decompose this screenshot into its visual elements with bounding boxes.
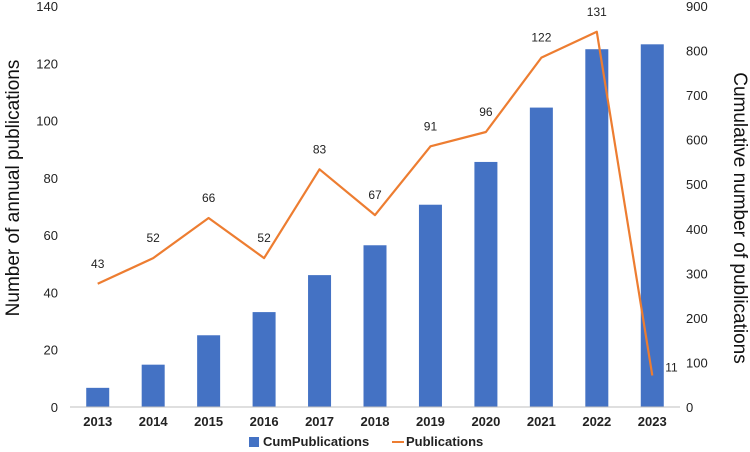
- x-tick-label: 2016: [250, 414, 279, 429]
- data-label-publications: 96: [479, 105, 493, 119]
- y-right-tick-label: 300: [686, 266, 708, 281]
- x-tick-label: 2022: [582, 414, 611, 429]
- data-label-publications: 91: [424, 119, 438, 133]
- y-right-tick-label: 400: [686, 222, 708, 237]
- y-left-tick-label: 100: [36, 114, 58, 129]
- data-label-publications: 83: [313, 142, 327, 156]
- legend-label-cumpublications: CumPublications: [263, 434, 369, 449]
- bars-layer: [86, 44, 664, 408]
- x-tick-label: 2021: [527, 414, 556, 429]
- line-publications: [97, 30, 654, 376]
- y-axis-right-title: Cumulative number of publications: [729, 72, 750, 364]
- x-tick-label: 2014: [139, 414, 169, 429]
- legend: CumPublications Publications: [249, 434, 483, 449]
- y-axis-left-title: Number of annual publications: [3, 60, 24, 317]
- x-tick-label: 2013: [83, 414, 112, 429]
- bar-cumpublications-2018: [363, 245, 387, 407]
- y-right-tick-label: 200: [686, 311, 708, 326]
- data-label-publications: 122: [531, 31, 551, 45]
- bar-cumpublications-2014: [141, 364, 165, 407]
- bar-cumpublications-2022: [585, 49, 609, 408]
- y-left-tick-label: 60: [44, 228, 58, 243]
- data-labels: 43 52 66 52 83 67 91 96 122 131 11: [91, 5, 678, 375]
- y-left-tick-label: 80: [44, 171, 58, 186]
- x-tick-label: 2015: [194, 414, 223, 429]
- bar-cumpublications-2020: [474, 161, 498, 407]
- bar-cumpublications-2015: [197, 335, 221, 407]
- y-right-tick-label: 600: [686, 133, 708, 148]
- y-left-tick-label: 0: [51, 400, 58, 415]
- legend-label-publications: Publications: [406, 434, 483, 449]
- y-right-tick-label: 800: [686, 44, 708, 59]
- bar-cumpublications-2017: [308, 275, 332, 407]
- x-tick-label: 2017: [305, 414, 334, 429]
- data-label-publications: 131: [587, 5, 607, 19]
- y-left-tick-label: 120: [36, 56, 58, 71]
- bar-cumpublications-2019: [418, 204, 442, 407]
- y-left-tick-label: 140: [36, 0, 58, 14]
- line-layer: [97, 30, 654, 376]
- y-right-tick-label: 500: [686, 177, 708, 192]
- data-label-publications: 11: [665, 360, 678, 374]
- bar-cumpublications-2016: [252, 312, 276, 407]
- y-right-tick-label: 900: [686, 0, 708, 14]
- data-label-publications: 66: [202, 191, 216, 205]
- bar-cumpublications-2013: [86, 387, 110, 407]
- x-tick-label: 2020: [471, 414, 500, 429]
- y-right-tick-label: 700: [686, 88, 708, 103]
- bar-cumpublications-2023: [640, 44, 664, 407]
- y-right-tick-label: 100: [686, 355, 708, 370]
- y-axis-right-ticks: 0 100 200 300 400 500 600 700 800 900: [686, 0, 708, 415]
- x-axis-ticks: 2013 2014 2015 2016 2017 2018 2019 2020 2021 2022…: [83, 414, 666, 429]
- data-label-publications: 52: [147, 231, 161, 245]
- y-left-tick-label: 40: [44, 285, 58, 300]
- y-axis-left-ticks: 0 20 40 60 80 100 120 140: [36, 0, 58, 415]
- legend-swatch-cumpublications: [249, 437, 259, 447]
- data-label-publications: 52: [257, 231, 271, 245]
- data-label-publications: 67: [368, 188, 382, 202]
- y-right-tick-label: 0: [686, 400, 693, 415]
- data-label-publications: 43: [91, 257, 105, 271]
- y-left-tick-label: 20: [44, 343, 58, 358]
- x-tick-label: 2018: [361, 414, 390, 429]
- bar-cumpublications-2021: [529, 107, 553, 407]
- x-tick-label: 2023: [638, 414, 667, 429]
- x-tick-label: 2019: [416, 414, 445, 429]
